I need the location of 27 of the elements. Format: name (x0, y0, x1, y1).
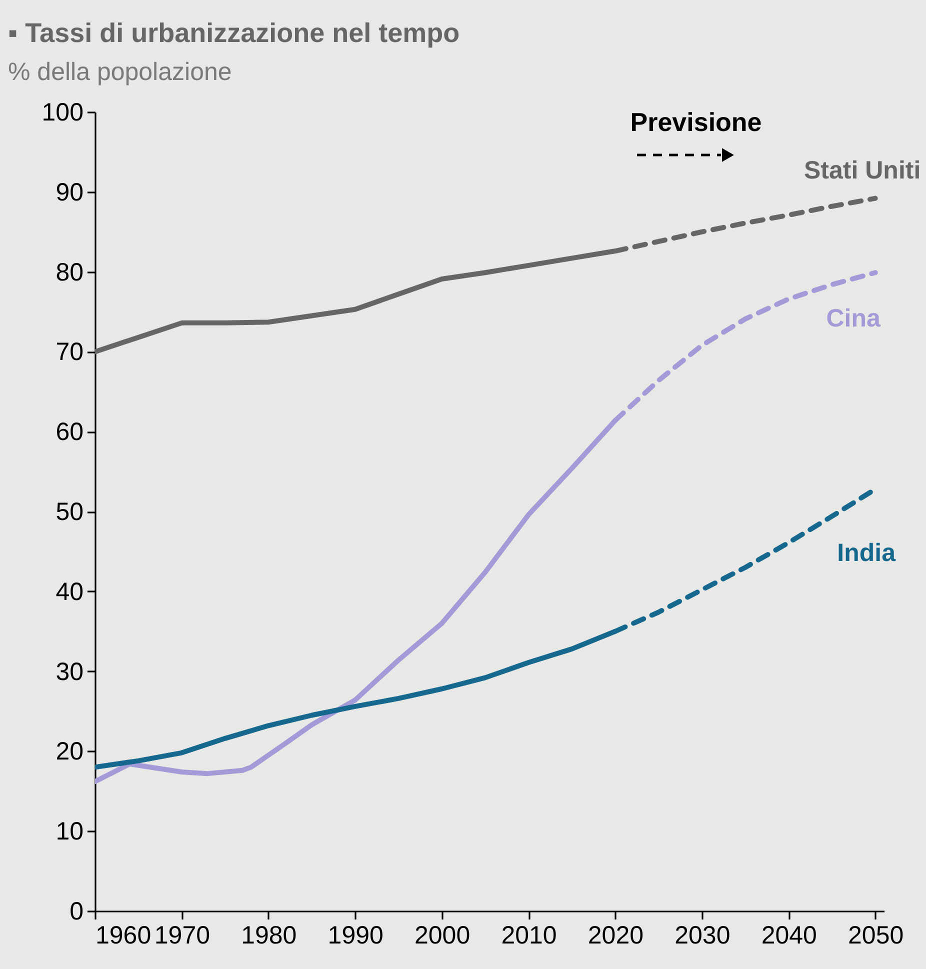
x-tick-label: 2050 (848, 922, 904, 950)
x-tick-label: 2000 (414, 922, 470, 950)
chart-subtitle: % della popolazione (8, 58, 232, 86)
y-tick-label: 90 (56, 178, 84, 206)
y-tick-label: 20 (56, 738, 84, 766)
y-tick-label: 80 (56, 258, 84, 286)
x-tick-label: 1990 (328, 922, 384, 950)
y-tick-label: 30 (56, 658, 84, 686)
x-tick-label: 1970 (154, 922, 210, 950)
y-tick-label: 50 (56, 498, 84, 526)
y-tick-label: 40 (56, 578, 84, 606)
y-tick-label: 10 (56, 818, 84, 846)
x-tick-label: 1960 (96, 922, 152, 950)
y-tick-label: 0 (70, 898, 84, 926)
x-tick-label: 2010 (501, 922, 557, 950)
x-tick-label: 2030 (674, 922, 730, 950)
chart-title: ▪ Tassi di urbanizzazione nel tempo (8, 18, 460, 48)
series-label: Cina (826, 304, 882, 333)
x-tick-label: 2040 (761, 922, 817, 950)
series-label: India (837, 539, 897, 568)
y-tick-label: 60 (56, 418, 84, 446)
y-tick-label: 100 (42, 98, 84, 126)
x-tick-label: 2020 (588, 922, 644, 950)
annotation: Previsione (630, 107, 762, 137)
y-tick-label: 70 (56, 338, 84, 366)
x-tick-label: 1980 (241, 922, 297, 950)
series-label: Stati Uniti (804, 156, 921, 184)
